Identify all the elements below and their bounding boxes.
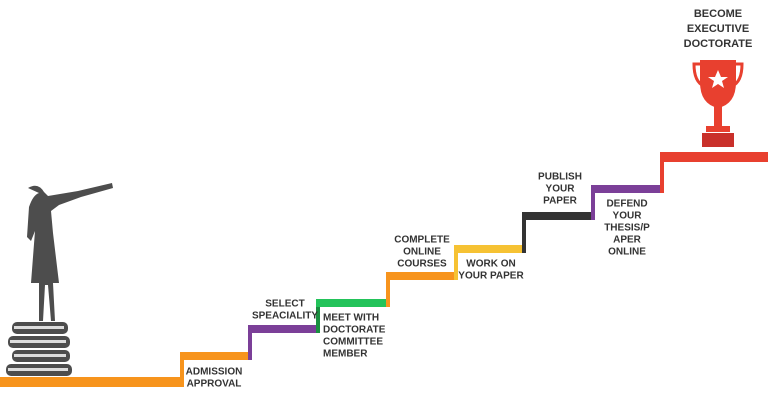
goal-label: BECOME — [694, 8, 742, 20]
step-label: MEMBER — [323, 349, 368, 360]
books — [6, 322, 72, 376]
steps — [0, 152, 768, 387]
step-label: YOUR — [613, 211, 643, 222]
step-label: DOCTORATE — [323, 325, 386, 336]
man-silhouette — [27, 183, 113, 321]
step-label: APPROVAL — [187, 379, 242, 390]
trophy — [692, 60, 744, 147]
step-label: WORK ON — [466, 259, 515, 270]
step-label: YOUR — [546, 184, 576, 195]
step-label: PUBLISH — [538, 172, 582, 183]
step-label: ONLINE — [403, 247, 441, 258]
step-label: SELECT — [265, 299, 304, 310]
step-label: ADMISSION — [186, 367, 243, 378]
step-label: ONLINE — [608, 247, 646, 258]
step-label: SPEACIALITY — [252, 311, 318, 322]
goal-label: EXECUTIVE — [687, 23, 749, 35]
step-label: COMMITTEE — [323, 337, 383, 348]
step-label: THESIS/P — [604, 223, 650, 234]
step-label: APER — [613, 235, 642, 246]
step-label: PAPER — [543, 196, 577, 207]
step-label: DEFEND — [606, 199, 647, 210]
goal-label: DOCTORATE — [684, 38, 753, 50]
step-label: COURSES — [397, 259, 447, 270]
step-label: YOUR PAPER — [458, 271, 524, 282]
step-label: MEET WITH — [323, 313, 379, 324]
step-label: COMPLETE — [394, 235, 450, 246]
